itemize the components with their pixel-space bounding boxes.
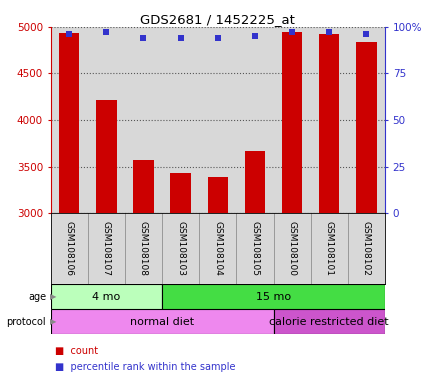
Text: protocol: protocol [7,316,46,327]
Text: 4 mo: 4 mo [92,291,121,302]
Point [363,31,370,37]
Bar [51,284,162,309]
Point [140,35,147,41]
Text: ▶: ▶ [50,317,57,326]
Point [214,35,221,41]
Bar [133,160,154,213]
Text: calorie restricted diet: calorie restricted diet [269,316,389,327]
Bar [96,101,117,213]
Text: 15 mo: 15 mo [256,291,291,302]
Bar [274,309,385,334]
Bar [319,34,340,213]
Bar [51,309,274,334]
Text: GSM108105: GSM108105 [250,221,260,276]
Text: GSM108102: GSM108102 [362,221,371,276]
Point [103,30,110,36]
Bar [245,151,265,213]
Point [326,30,333,36]
Point [289,30,296,36]
Text: ▶: ▶ [50,292,57,301]
Bar [162,284,385,309]
Text: GSM108101: GSM108101 [325,221,334,276]
Bar [170,173,191,213]
Text: GSM108106: GSM108106 [65,221,73,276]
Point [177,35,184,41]
Title: GDS2681 / 1452225_at: GDS2681 / 1452225_at [140,13,295,26]
Bar [356,42,377,213]
Bar [59,33,79,213]
Text: GSM108103: GSM108103 [176,221,185,276]
Point [66,31,73,37]
Text: ■  percentile rank within the sample: ■ percentile rank within the sample [55,362,235,372]
Text: GSM108100: GSM108100 [288,221,297,276]
Text: GSM108104: GSM108104 [213,221,222,276]
Bar [208,177,228,213]
Text: ■  count: ■ count [55,346,98,356]
Text: age: age [28,291,46,302]
Text: GSM108108: GSM108108 [139,221,148,276]
Point [251,33,258,39]
Text: GSM108107: GSM108107 [102,221,111,276]
Bar [282,33,302,213]
Text: normal diet: normal diet [130,316,194,327]
